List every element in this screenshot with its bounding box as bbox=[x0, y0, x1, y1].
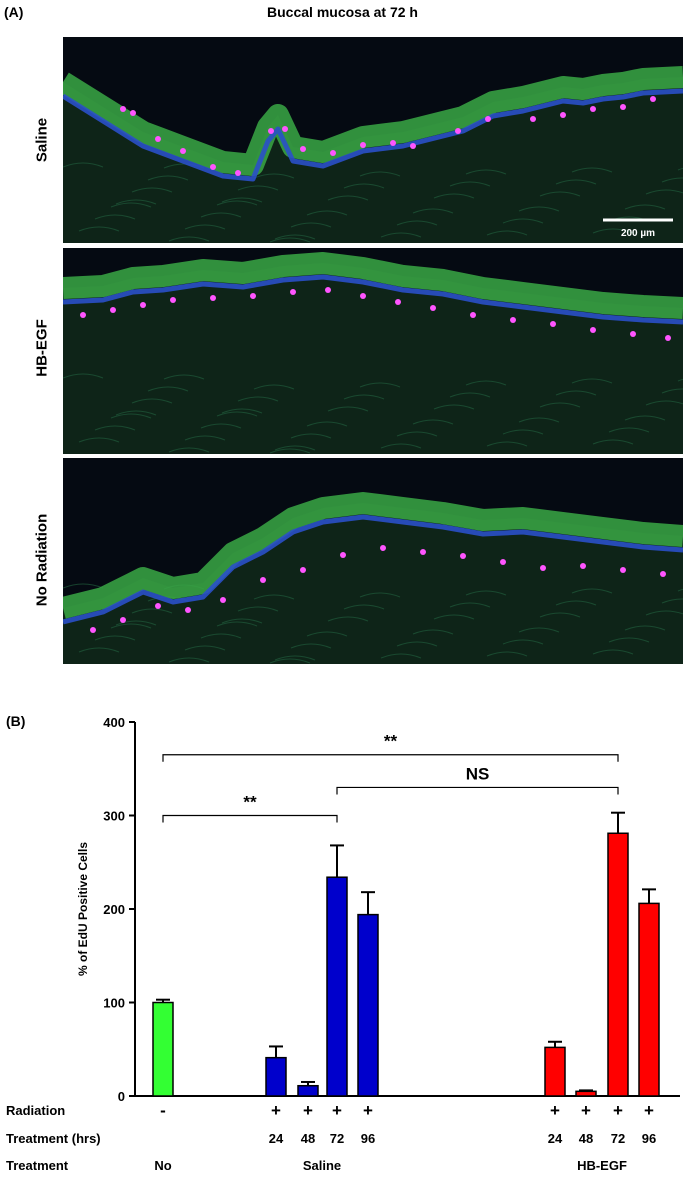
radiation-marker: + bbox=[363, 1101, 373, 1120]
hours-label: 48 bbox=[301, 1131, 315, 1146]
bar-hb-egf-72 bbox=[607, 832, 629, 1097]
radiation-marker: + bbox=[332, 1101, 342, 1120]
group-label: No bbox=[154, 1158, 171, 1173]
bar-saline-24 bbox=[265, 1056, 287, 1097]
significance-bracket bbox=[162, 814, 338, 823]
radiation-marker: + bbox=[303, 1101, 313, 1120]
hours-label: 96 bbox=[642, 1131, 656, 1146]
panel-b-label: (B) bbox=[6, 713, 26, 729]
group-label: HB-EGF bbox=[577, 1158, 627, 1173]
micrograph-title: Buccal mucosa at 72 h bbox=[267, 4, 418, 20]
micrograph-no-radiation bbox=[63, 458, 683, 664]
row-header: Treatment (hrs) bbox=[6, 1131, 101, 1146]
radiation-marker: + bbox=[550, 1101, 560, 1120]
significance-label: NS bbox=[466, 764, 490, 783]
hours-label: 72 bbox=[611, 1131, 625, 1146]
bar-saline-72 bbox=[326, 876, 348, 1097]
significance-bracket bbox=[336, 786, 619, 795]
row-header: Radiation bbox=[6, 1103, 65, 1118]
row-label-saline: Saline bbox=[33, 117, 51, 163]
bar-hb-egf-48 bbox=[575, 1090, 597, 1097]
radiation-marker: + bbox=[613, 1101, 623, 1120]
radiation-marker: - bbox=[160, 1101, 166, 1120]
y-tick-label: 300 bbox=[103, 809, 125, 824]
significance-label: ** bbox=[384, 732, 398, 751]
micrograph-saline: 200 µm bbox=[63, 37, 683, 243]
radiation-marker: + bbox=[271, 1101, 281, 1120]
row-label-hbegf: HB-EGF bbox=[33, 319, 51, 377]
bar-hb-egf-96 bbox=[638, 902, 660, 1097]
hours-label: 96 bbox=[361, 1131, 375, 1146]
significance-bracket bbox=[162, 754, 619, 762]
row-header: Treatment bbox=[6, 1158, 69, 1173]
bar-hb-egf-24 bbox=[544, 1046, 566, 1097]
edu-bar-chart: 0 100 200 300 400 % of EdU Positive Cells ** NS… bbox=[0, 700, 685, 1177]
radiation-marker: + bbox=[644, 1101, 654, 1120]
y-tick-label: 100 bbox=[103, 996, 125, 1011]
scale-bar-label: 200 µm bbox=[621, 228, 655, 239]
group-label: Saline bbox=[303, 1158, 341, 1173]
hours-label: 48 bbox=[579, 1131, 593, 1146]
row-label-no-radiation: No Radiation bbox=[33, 513, 51, 607]
micrograph-hbegf bbox=[63, 248, 683, 454]
bar-saline-96 bbox=[357, 913, 379, 1097]
hours-label: 24 bbox=[548, 1131, 563, 1146]
panel-a-label: (A) bbox=[4, 4, 24, 20]
y-tick-label: 200 bbox=[103, 902, 125, 917]
significance-label: ** bbox=[243, 793, 257, 812]
hours-label: 24 bbox=[269, 1131, 284, 1146]
bar-no-none bbox=[152, 1001, 174, 1097]
y-tick-label: 400 bbox=[103, 715, 125, 730]
y-tick-label: 0 bbox=[118, 1089, 125, 1104]
y-axis-label: % of EdU Positive Cells bbox=[76, 842, 90, 976]
bar-saline-48 bbox=[297, 1084, 319, 1097]
radiation-marker: + bbox=[581, 1101, 591, 1120]
hours-label: 72 bbox=[330, 1131, 344, 1146]
